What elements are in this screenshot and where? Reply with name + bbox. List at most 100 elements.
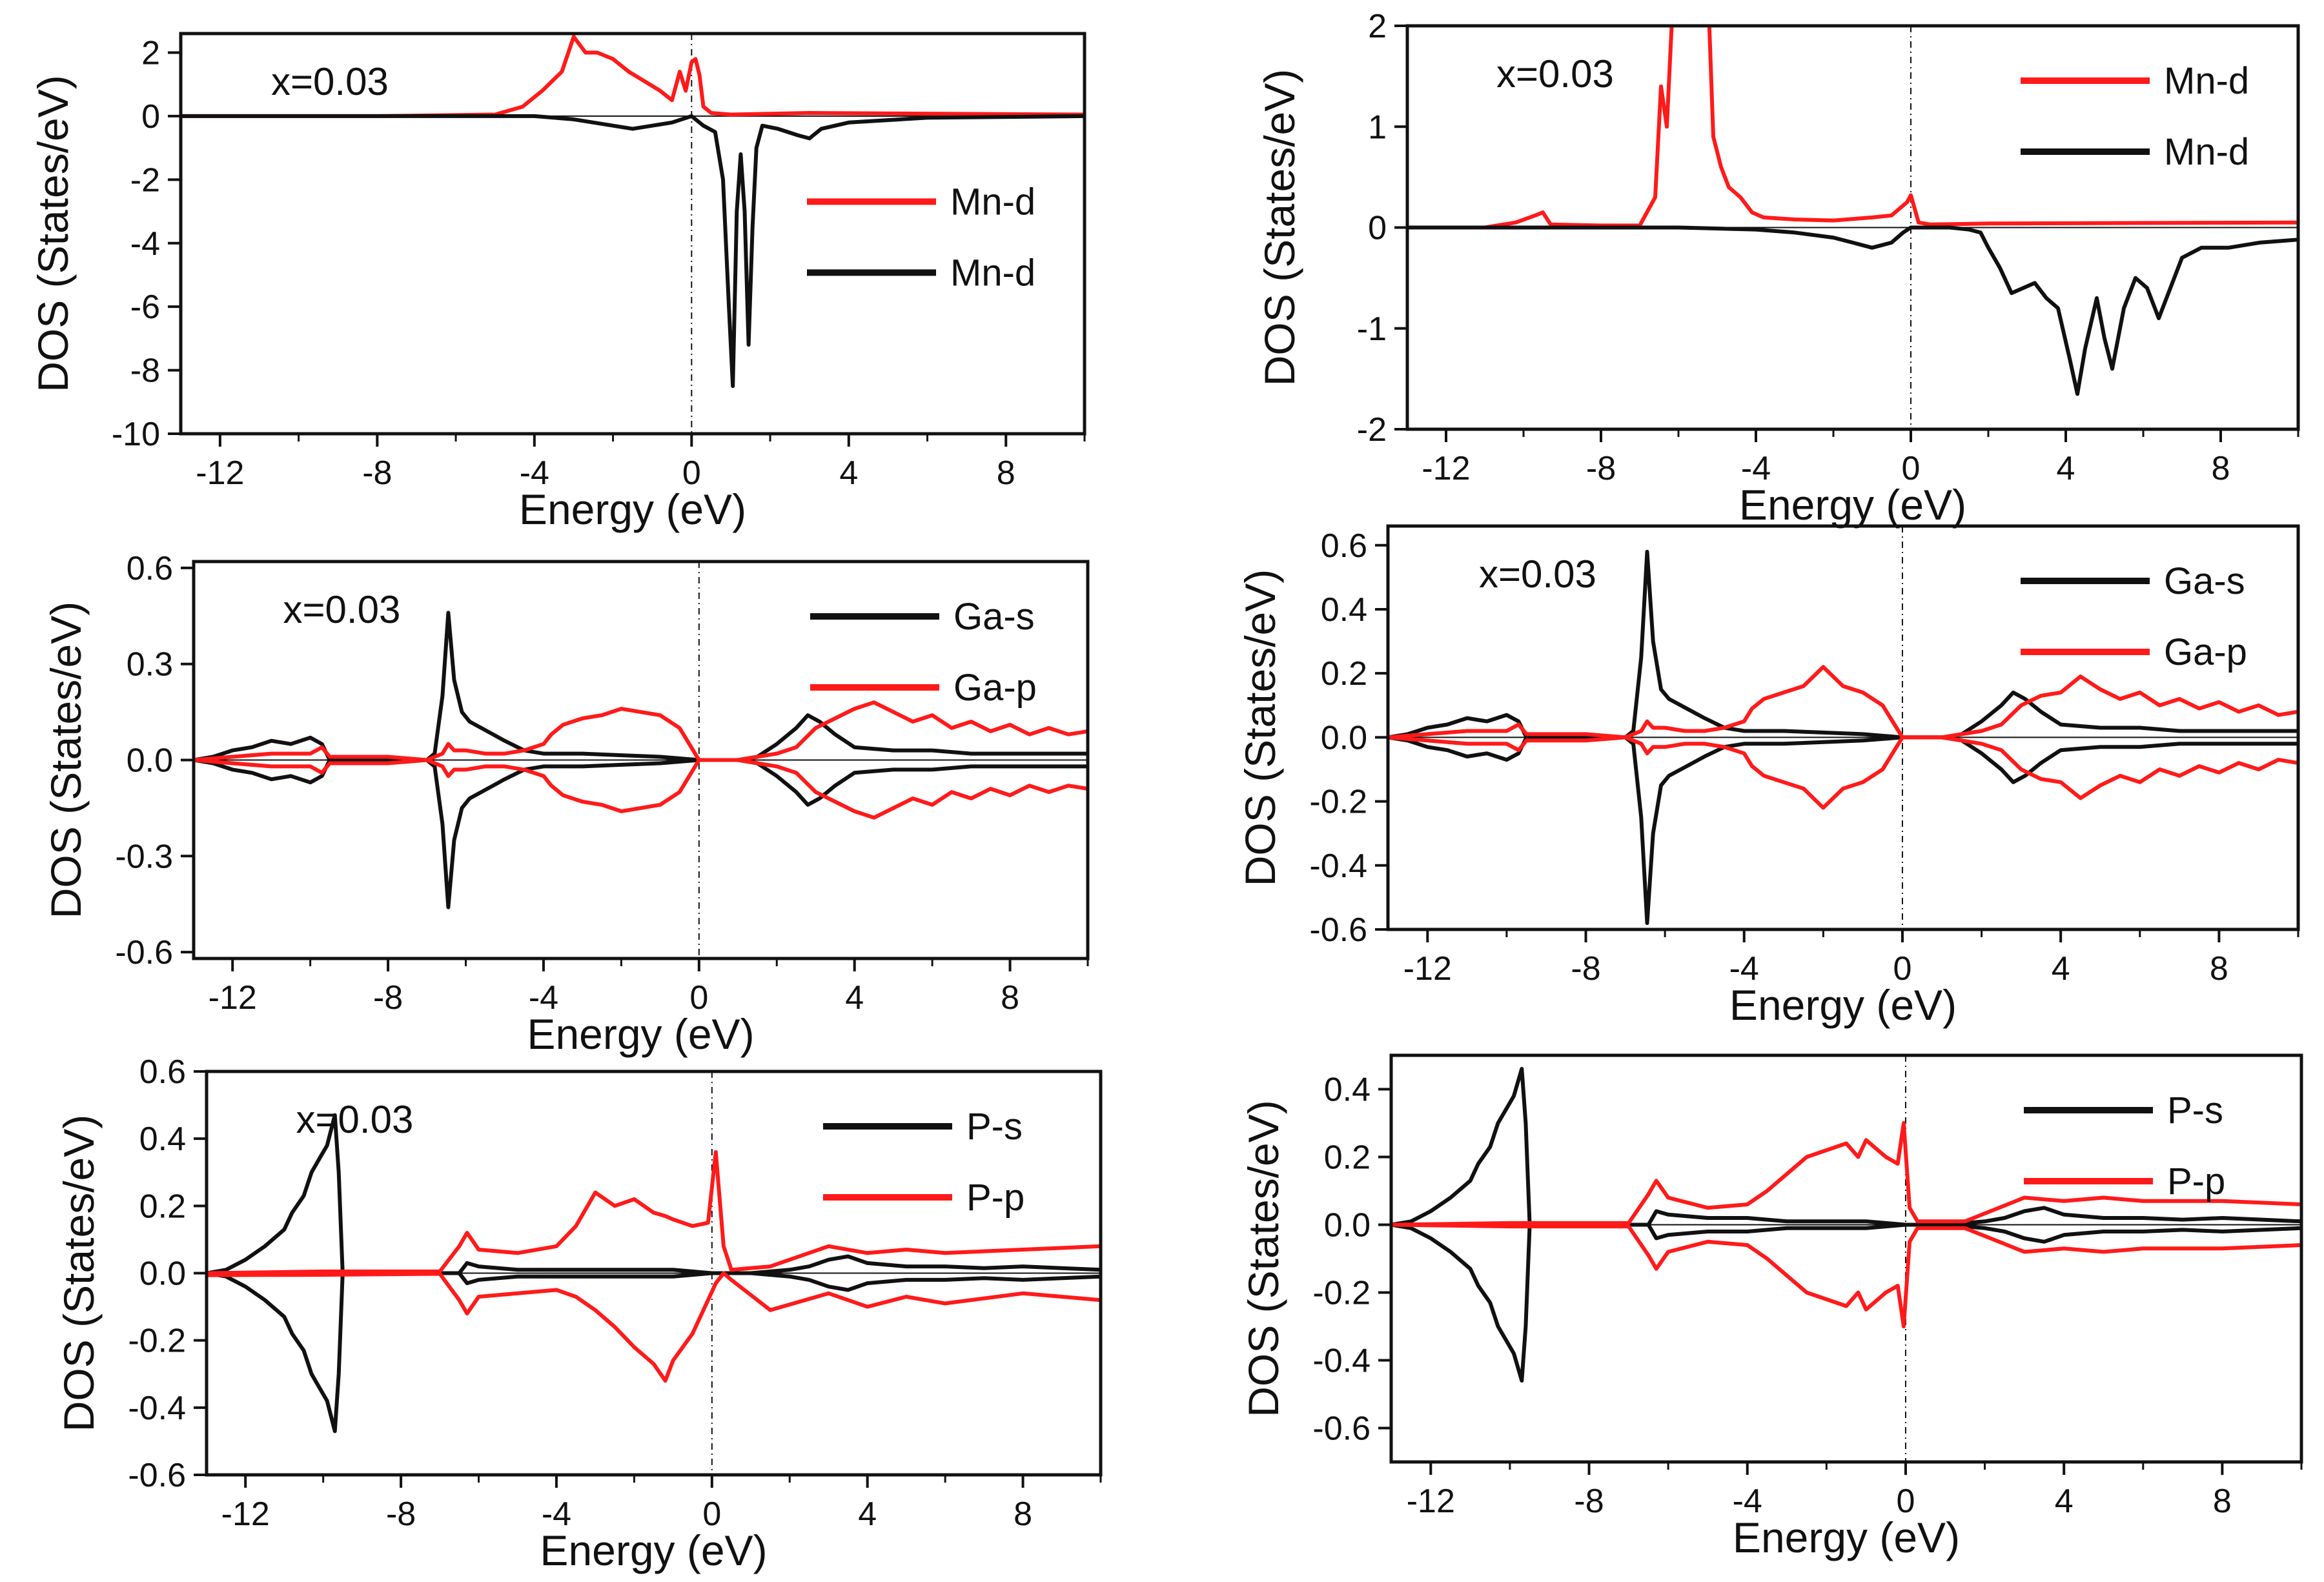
series-line-ga-p-up (194, 700, 1088, 762)
y-axis-label: DOS (States/eV) (1239, 1100, 1287, 1417)
series-line-mn-d-up (181, 114, 1085, 389)
y-tick-label: 0 (1368, 210, 1387, 247)
series-line-ga-p-down (1388, 735, 2298, 810)
series-line-p-p-down (207, 1271, 1101, 1383)
x-tick-label: -8 (1574, 1483, 1604, 1520)
x-tick-label: -12 (1422, 450, 1470, 487)
x-tick-label: 4 (839, 454, 858, 492)
series-line-ga-s-down (1388, 735, 2298, 926)
legend-label: P-s (966, 1106, 1023, 1148)
x-tick-label: -12 (196, 454, 244, 492)
x-tick-label: 0 (682, 454, 701, 492)
y-axis-label: DOS (States/eV) (1236, 569, 1284, 887)
series-line-mn-d-up (1407, 225, 2298, 396)
legend-label: Mn-d (950, 181, 1035, 223)
x-tick-label: 8 (1001, 979, 1019, 1017)
y-tick-label: -8 (130, 352, 160, 390)
x-tick-label: -8 (1586, 450, 1616, 487)
panel-middle-right: -12 -8 -4 0 4 8 0.6 0.4 0.2 0.0 -0.2 -0.4 -0.6 Energy… (1236, 524, 2300, 1029)
x-tick-label: -8 (362, 454, 392, 492)
x-tick-label: 8 (2212, 450, 2230, 487)
legend-label: Ga-p (2164, 631, 2247, 673)
x-axis-label: Energy (eV) (527, 1010, 754, 1058)
series-line-ga-s-up (194, 611, 1088, 762)
x-tick-label: 0 (1896, 1483, 1915, 1520)
plot-frame (1389, 1053, 2303, 1464)
x-tick-label: 0 (689, 979, 708, 1017)
y-tick-label: 0.2 (1321, 655, 1367, 693)
legend: P-s P-p (2024, 1090, 2225, 1202)
x-tick-label: -12 (209, 979, 257, 1017)
x-tick-label: 4 (858, 1496, 877, 1533)
x-tick-label: -4 (1733, 1483, 1762, 1520)
y-tick-label: -0.6 (115, 934, 173, 971)
y-tick-label: -0.4 (128, 1390, 186, 1427)
series-line-ga-s-down (194, 758, 1088, 909)
series-line-ga-p-up (1388, 665, 2298, 740)
y-axis-label: DOS (States/eV) (55, 1115, 103, 1432)
y-tick-label: -0.6 (128, 1457, 186, 1494)
series-line-ga-s-up (1388, 549, 2298, 740)
series-line-mn-d-up (1407, 26, 2298, 230)
legend-label: Mn-d (2164, 60, 2249, 102)
y-tick-label: 0.6 (139, 1053, 186, 1091)
x-axis-label: Energy (eV) (1733, 1514, 1960, 1561)
y-tick-label: -0.6 (1312, 1410, 1371, 1448)
x-tick-label: -8 (1571, 950, 1600, 988)
y-tick-label: 0.4 (1321, 591, 1367, 629)
y-tick-label: 0.2 (139, 1188, 186, 1225)
legend: P-s P-p (823, 1106, 1024, 1219)
legend-label: Mn-d (2164, 131, 2249, 173)
x-tick-label: -12 (1407, 1483, 1455, 1520)
x-tick-label: -4 (520, 454, 549, 492)
y-tick-label: -0.6 (1309, 911, 1367, 949)
x-tick-label: -8 (373, 979, 403, 1017)
legend-label: P-p (966, 1177, 1024, 1219)
x-tick-label: -12 (221, 1496, 270, 1533)
x-axis-label: Energy (eV) (1739, 481, 1966, 529)
x-tick-label: 0 (1893, 950, 1911, 988)
legend-label: Ga-p (953, 667, 1037, 709)
y-tick-label: -0.4 (1309, 847, 1367, 885)
y-tick-label: 0.3 (127, 646, 173, 684)
y-tick-label: 2 (1368, 8, 1387, 45)
x-tick-label: 8 (1014, 1496, 1032, 1533)
y-tick-label: 0.0 (139, 1255, 186, 1293)
x-tick-label: -4 (1741, 450, 1771, 487)
concentration-annotation: x=0.03 (1479, 553, 1596, 596)
series-line-mn-d-up (181, 34, 1085, 118)
legend-label: Mn-d (950, 252, 1035, 294)
panel-bottom-left: -12 -8 -4 0 4 8 0.6 0.4 0.2 0.0 -0.2 -0.4 -0.6 Energy… (55, 1053, 1103, 1574)
x-tick-label: 4 (2057, 450, 2075, 487)
y-tick-label: -2 (130, 161, 160, 199)
y-tick-label: 0.0 (127, 742, 173, 780)
plot-frame (1386, 524, 2300, 931)
y-axis-label: DOS (States/eV) (29, 75, 77, 392)
x-tick-label: 4 (2055, 1483, 2074, 1520)
series-group (181, 34, 1085, 389)
x-tick-label: -4 (542, 1496, 571, 1533)
legend: Mn-d Mn-d (807, 181, 1035, 294)
series-line-p-s-up (1391, 1067, 2301, 1227)
concentration-annotation: x=0.03 (283, 588, 401, 631)
series-group (1391, 1067, 2301, 1383)
y-tick-label: 0.6 (127, 550, 173, 587)
y-tick-label: -6 (130, 289, 160, 326)
panel-top-left: -12 -8 -4 0 4 8 2 0 -2 -4 -6 -8 -10 Energy (eV) DOS (S… (29, 32, 1086, 533)
y-tick-label: 0.0 (1321, 719, 1367, 756)
y-tick-label: -0.2 (1309, 784, 1367, 821)
concentration-annotation: x=0.03 (271, 60, 389, 103)
panel-bottom-right: -12 -8 -4 0 4 8 0.4 0.2 0.0 -0.2 -0.4 -0.6 Energy (e… (1239, 1053, 2303, 1561)
series-line-p-s-down (1391, 1222, 2301, 1383)
x-axis-label: Energy (eV) (540, 1526, 767, 1574)
panel-middle-left: -12 -8 -4 0 4 8 0.6 0.3 0.0 -0.3 -0.6 Energy (eV) DO… (42, 550, 1090, 1058)
legend: Ga-s Ga-p (2021, 560, 2247, 673)
y-tick-label: -0.2 (1312, 1275, 1371, 1312)
concentration-annotation: x=0.03 (296, 1098, 414, 1141)
y-tick-label: -0.3 (115, 838, 173, 875)
series-line-p-p-down (1391, 1222, 2301, 1328)
y-tick-label: -4 (130, 225, 160, 263)
series-line-p-s-down (207, 1271, 1101, 1434)
